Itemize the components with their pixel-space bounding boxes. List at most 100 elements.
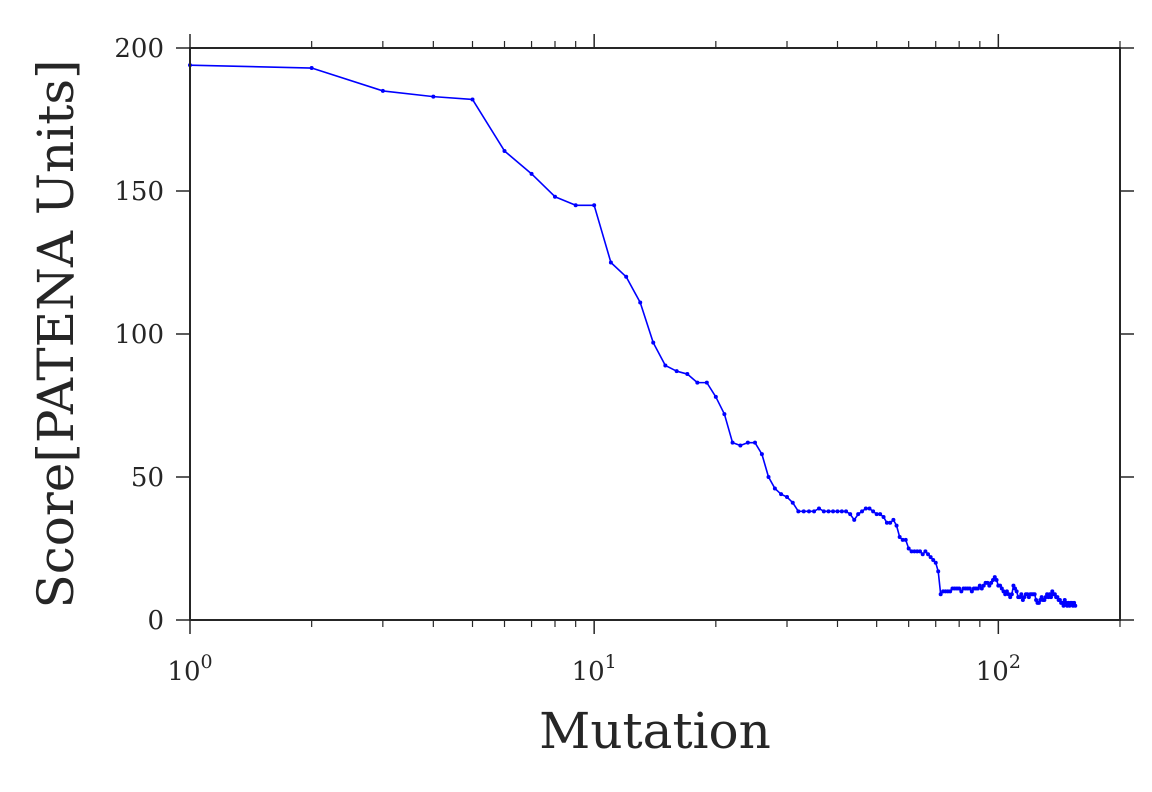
data-point [608, 260, 613, 265]
data-point [806, 509, 811, 514]
data-point [1014, 589, 1019, 594]
data-point [903, 537, 908, 542]
x-axis-title: Mutation [539, 702, 771, 760]
data-point [839, 509, 844, 514]
series-line [189, 64, 1077, 607]
data-point [891, 517, 896, 522]
data-point [812, 509, 817, 514]
data-point [674, 369, 679, 374]
data-point [624, 274, 629, 279]
data-point [835, 509, 840, 514]
data-point [989, 580, 994, 585]
data-point [1073, 603, 1078, 608]
data-point [931, 557, 936, 562]
data-point [592, 203, 597, 208]
data-point [766, 475, 771, 479]
y-tick-label: 50 [131, 463, 164, 493]
data-point [878, 512, 883, 517]
data-point [856, 512, 861, 517]
data-point [801, 509, 806, 514]
data-point [431, 94, 436, 99]
data-point [967, 586, 972, 591]
data-point [730, 440, 735, 445]
data-point [785, 495, 789, 500]
data-point [987, 583, 992, 588]
data-point [753, 440, 757, 445]
data-point [821, 509, 826, 514]
plot-layer [188, 63, 1078, 608]
data-point [852, 517, 857, 522]
data-point [1049, 595, 1054, 600]
data-point [738, 443, 743, 448]
data-point [894, 523, 899, 528]
data-point [309, 66, 314, 71]
y-tick-label: 100 [114, 320, 164, 350]
x-tick-label-base: 10 [167, 657, 200, 687]
data-point [975, 586, 980, 591]
data-point [502, 148, 507, 153]
x-tick-label: 102 [976, 651, 1021, 687]
x-tick-label-exponent: 1 [605, 651, 617, 673]
data-point [651, 340, 656, 345]
data-point [790, 500, 795, 505]
data-point [897, 535, 902, 540]
data-point [936, 569, 941, 574]
data-point [470, 97, 475, 102]
data-point [685, 372, 690, 377]
x-tick-label-base: 10 [976, 657, 1009, 687]
data-point [745, 440, 750, 445]
data-point [938, 592, 943, 597]
data-point [722, 412, 727, 417]
data-point [1009, 592, 1014, 597]
data-point [663, 363, 668, 368]
data-point [772, 486, 777, 491]
y-tick-label: 200 [114, 34, 164, 64]
data-point [553, 194, 557, 199]
data-point [957, 586, 962, 591]
data-point [969, 589, 974, 594]
data-point [992, 575, 997, 580]
data-point [994, 577, 999, 582]
data-point [831, 509, 836, 514]
data-point [704, 380, 709, 385]
data-point [779, 492, 784, 497]
data-point [948, 589, 953, 594]
data-point [573, 203, 578, 208]
data-point [713, 394, 718, 399]
data-point [860, 509, 865, 514]
data-point [796, 509, 801, 514]
data-point [884, 520, 889, 525]
data-point [933, 560, 938, 565]
data-point [920, 552, 925, 557]
x-tick-label-exponent: 2 [1009, 651, 1021, 673]
data-point [977, 583, 982, 588]
data-point [1061, 603, 1066, 608]
data-point [848, 512, 853, 517]
data-point [638, 300, 643, 305]
data-point [990, 577, 995, 582]
data-point [380, 88, 385, 93]
data-point [881, 515, 886, 520]
data-point [915, 549, 920, 554]
data-point [759, 452, 764, 457]
plot-frame [189, 47, 1121, 621]
y-axis-title: Score[PATENA Units] [27, 60, 85, 609]
data-point [529, 171, 534, 176]
y-tick-label: 0 [147, 606, 164, 636]
data-point [1032, 592, 1037, 597]
data-point [817, 506, 822, 511]
data-point [874, 512, 879, 517]
data-point [923, 549, 928, 554]
data-point [926, 552, 931, 557]
data-point [928, 555, 933, 560]
data-point [981, 583, 986, 588]
data-point [985, 580, 990, 585]
data-point [863, 506, 868, 511]
data-point [695, 380, 700, 385]
data-point [1019, 592, 1024, 597]
data-point [909, 549, 914, 554]
data-point [867, 506, 872, 511]
data-point [871, 509, 876, 514]
